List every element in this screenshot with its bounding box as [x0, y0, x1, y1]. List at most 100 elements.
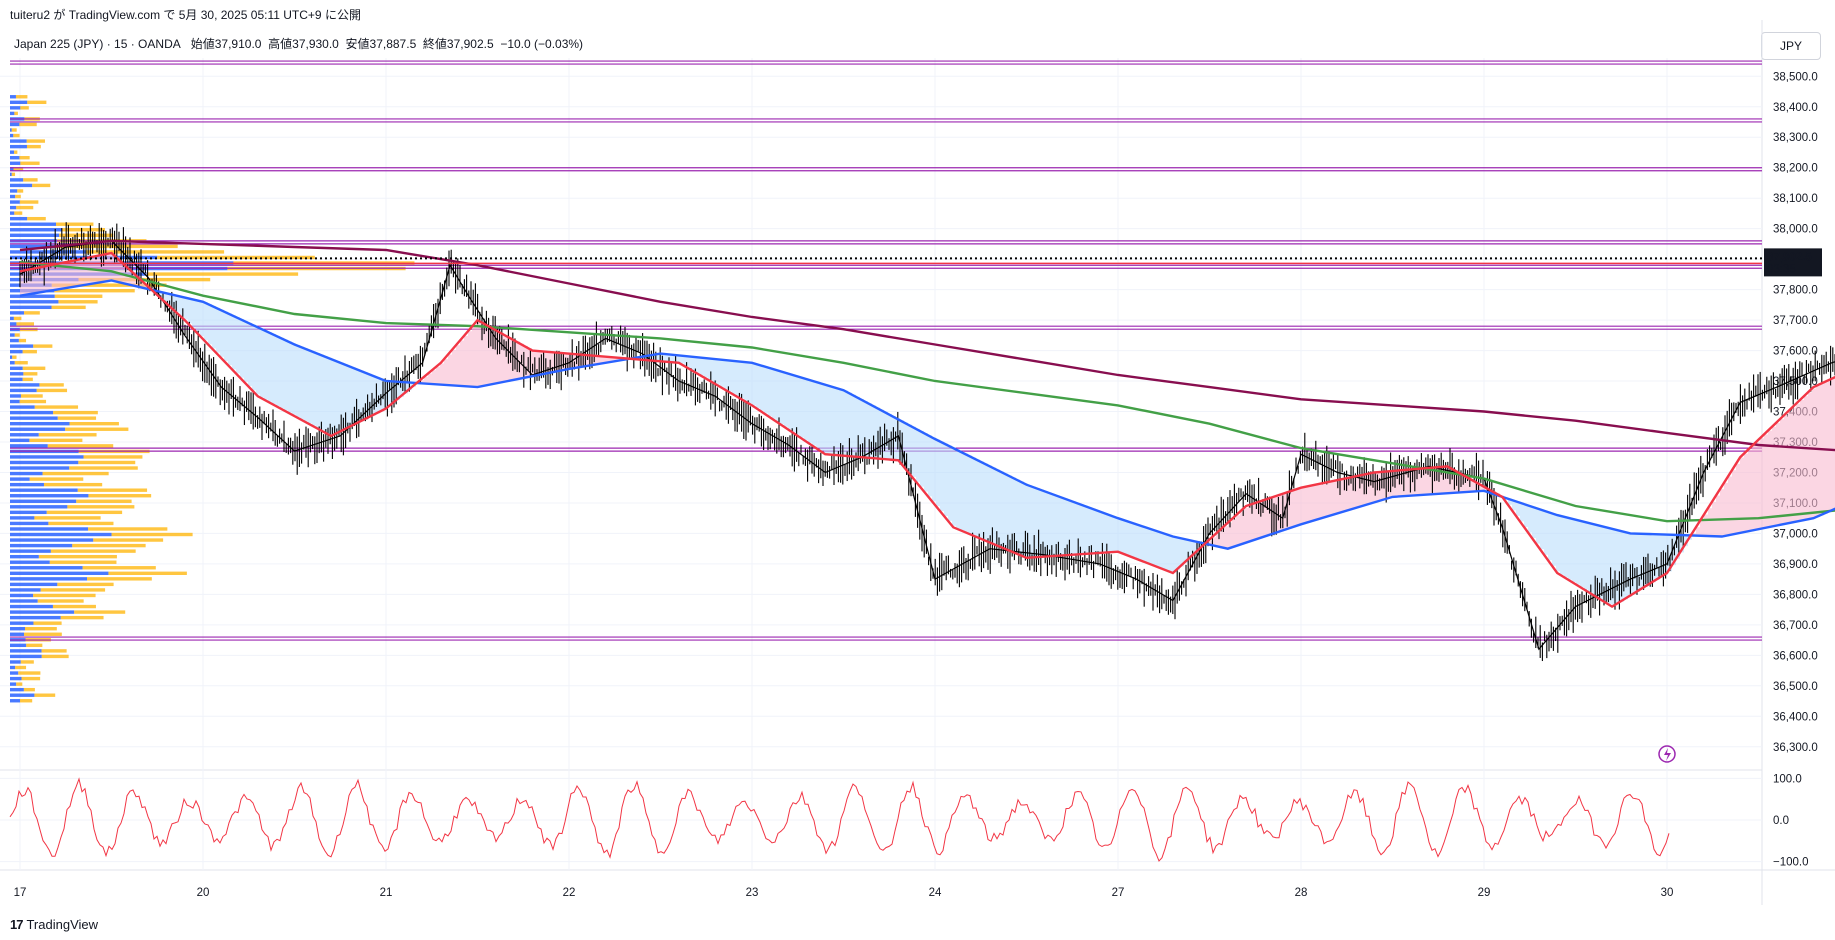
ma-cloud-fill — [1396, 470, 1400, 497]
volume-profile-up-bar — [10, 510, 47, 515]
ma-cloud-fill — [1388, 471, 1392, 499]
volume-profile-down-bar — [69, 466, 138, 470]
volume-profile-down-bar — [27, 216, 46, 221]
ma-cloud-fill — [216, 307, 220, 353]
symbol-name[interactable]: Japan 225 (JPY) · 15 · OANDA — [14, 37, 181, 51]
volume-profile-up-bar — [10, 505, 68, 509]
volume-profile-up-bar — [10, 554, 39, 559]
volume-profile-up-bar — [10, 305, 52, 310]
ma-cloud-fill — [1376, 472, 1380, 502]
ma-cloud-fill — [956, 449, 960, 529]
ma-cloud-fill — [800, 377, 804, 438]
volume-profile-down-bar — [14, 361, 28, 365]
ma-cloud-fill — [1592, 523, 1596, 595]
ma-cloud-fill — [844, 390, 848, 456]
volume-profile-down-bar — [19, 699, 33, 703]
volume-profile-down-bar — [23, 687, 35, 692]
ma-cloud-fill — [56, 264, 60, 290]
volume-profile-down-bar — [22, 349, 37, 354]
volume-profile-down-bar — [20, 161, 40, 165]
ma-cloud-fill — [88, 257, 92, 285]
ma-cloud-fill — [1680, 535, 1684, 553]
ma-cloud-fill — [1724, 482, 1728, 537]
ma-cloud-fill — [752, 362, 756, 406]
ma-cloud-fill — [1136, 524, 1140, 559]
volume-profile-down-bar — [24, 632, 62, 636]
tradingview-footer[interactable]: 17 TradingView — [10, 917, 98, 932]
ma-cloud-fill — [136, 275, 140, 287]
volume-profile-up-bar — [10, 250, 86, 254]
volume-profile-up-bar — [10, 571, 109, 576]
ma-cloud-fill — [1268, 498, 1272, 536]
ma-cloud-fill — [164, 292, 168, 302]
ma-cloud-fill — [1428, 467, 1432, 495]
ma-cloud-fill — [76, 260, 80, 287]
ma-cloud-fill — [1480, 484, 1484, 492]
ma-cloud-fill — [1280, 494, 1284, 532]
volume-profile-down-bar — [18, 338, 27, 343]
ma-cloud-fill — [920, 430, 924, 487]
volume-profile-up-bar — [10, 100, 28, 105]
ma-cloud-fill — [532, 350, 536, 377]
volume-profile-up-bar — [10, 494, 89, 498]
lightning-alert-icon[interactable] — [1658, 745, 1676, 763]
volume-profile-down-bar — [32, 183, 51, 188]
ma-cloud-fill — [1108, 514, 1112, 553]
ma-cloud-fill — [1236, 515, 1240, 546]
ma-cloud-fill — [1180, 538, 1184, 567]
volume-profile-down-bar — [14, 111, 18, 116]
ma-cloud-fill — [100, 255, 104, 283]
ma-cloud-fill — [1696, 527, 1700, 536]
ma-cloud-fill — [172, 294, 176, 309]
ma-cloud-fill — [1612, 528, 1616, 607]
ma-cloud-fill — [80, 259, 84, 286]
ma-cloud-fill — [1068, 499, 1072, 556]
currency-button[interactable]: JPY — [1761, 32, 1821, 60]
volume-profile-down-bar — [72, 543, 146, 548]
ma-cloud-fill — [616, 357, 620, 362]
ma-cloud-fill — [476, 321, 480, 388]
ma-cloud-fill — [1752, 445, 1756, 531]
ma-cloud-fill — [696, 357, 700, 373]
ma-cloud-fill — [1556, 514, 1560, 572]
ma-cloud-fill — [1580, 520, 1584, 587]
ma-cloud-fill — [1036, 488, 1040, 558]
ma-cloud-fill — [908, 424, 912, 473]
ma-cloud-fill — [348, 365, 352, 428]
volume-profile-up-bar — [10, 460, 79, 465]
volume-profile-down-bar — [62, 228, 105, 232]
volume-profile-up-bar — [10, 499, 77, 503]
ma-cloud-fill — [1596, 524, 1600, 597]
ma-cloud-fill — [1304, 487, 1308, 524]
ma-cloud-fill — [1320, 483, 1324, 519]
ma-cloud-fill — [604, 356, 608, 364]
ma-cloud-fill — [1512, 500, 1516, 511]
volume-profile-up-bar — [10, 660, 21, 664]
ma-cloud-fill — [728, 360, 732, 392]
volume-profile-up-bar — [10, 211, 15, 215]
volume-profile-up-bar — [10, 178, 24, 182]
ma-cloud-fill — [352, 367, 356, 426]
ma-cloud-fill — [968, 455, 972, 534]
ma-cloud-fill — [764, 366, 768, 414]
volume-profile-down-bar — [46, 510, 123, 515]
ma-cloud-fill — [1684, 535, 1688, 547]
volume-profile-down-bar — [12, 355, 17, 359]
ma-cloud-fill — [1784, 415, 1788, 525]
ma-cloud-fill — [820, 383, 824, 451]
volume-profile-up-bar — [10, 693, 35, 697]
ma-cloud-fill — [1240, 511, 1244, 545]
ma-cloud-fill — [300, 346, 304, 420]
ma-cloud-fill — [812, 380, 816, 446]
ma-cloud-fill — [256, 326, 260, 395]
volume-profile-down-bar — [24, 311, 40, 315]
ma-cloud-fill — [1788, 411, 1792, 524]
ma-cloud-fill — [884, 411, 888, 460]
ma-cloud-fill — [400, 381, 404, 397]
ma-cloud-fill — [944, 443, 948, 516]
volume-profile-up-bar — [10, 649, 42, 653]
volume-profile-up-bar — [10, 349, 23, 354]
ma-cloud-fill — [320, 354, 324, 430]
x-tick-label: 22 — [563, 887, 576, 899]
